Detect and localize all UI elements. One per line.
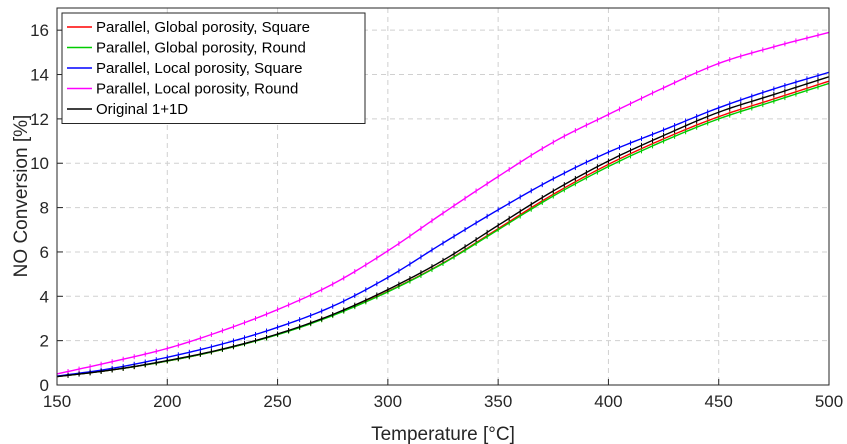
x-axis-label: Temperature [°C] (371, 424, 515, 444)
y-tick-label: 6 (40, 243, 49, 262)
legend-item: Parallel, Global porosity, Round (67, 40, 306, 57)
legend-label: Original 1+1D (96, 101, 188, 118)
series-lines (56, 29, 830, 380)
legend-item: Parallel, Local porosity, Square (67, 60, 303, 77)
x-tick-label: 450 (705, 392, 733, 411)
y-tick-label: 12 (30, 110, 49, 129)
legend-box (61, 12, 366, 124)
y-tick-label: 4 (40, 287, 49, 306)
x-tick-label: 250 (263, 392, 291, 411)
y-tick-label: 10 (30, 154, 49, 173)
axes: 150 200 250 300 350 400 450 500 0 2 4 6 8 10 12 14 16 (30, 21, 843, 411)
x-tick-label: 150 (43, 392, 71, 411)
x-tick-label: 500 (815, 392, 843, 411)
y-tick-label: 2 (40, 332, 49, 351)
legend-label: Parallel, Global porosity, Round (96, 40, 306, 57)
legend-label: Parallel, Local porosity, Round (96, 81, 298, 98)
y-tick-label: 14 (30, 66, 49, 85)
legend-label: Parallel, Local porosity, Square (96, 60, 303, 77)
legend-item: Parallel, Global porosity, Square (67, 19, 310, 36)
series-3 (56, 29, 830, 377)
x-tick-label: 400 (594, 392, 622, 411)
legend: Parallel, Global porosity, Square Paralle… (61, 12, 366, 124)
series-2 (56, 69, 830, 379)
y-tick-label: 8 (40, 199, 49, 218)
x-tick-label: 200 (153, 392, 181, 411)
x-tick-label: 350 (484, 392, 512, 411)
y-tick-label: 16 (30, 21, 49, 40)
legend-label: Parallel, Global porosity, Square (96, 19, 310, 36)
legend-item: Original 1+1D (67, 101, 188, 118)
legend-item: Parallel, Local porosity, Round (67, 81, 298, 98)
series-4 (56, 74, 830, 380)
y-axis-label: NO Conversion [%] (11, 115, 32, 278)
x-tick-label: 300 (374, 392, 402, 411)
y-tick-label: 0 (40, 376, 49, 395)
plot-frame (56, 7, 830, 386)
